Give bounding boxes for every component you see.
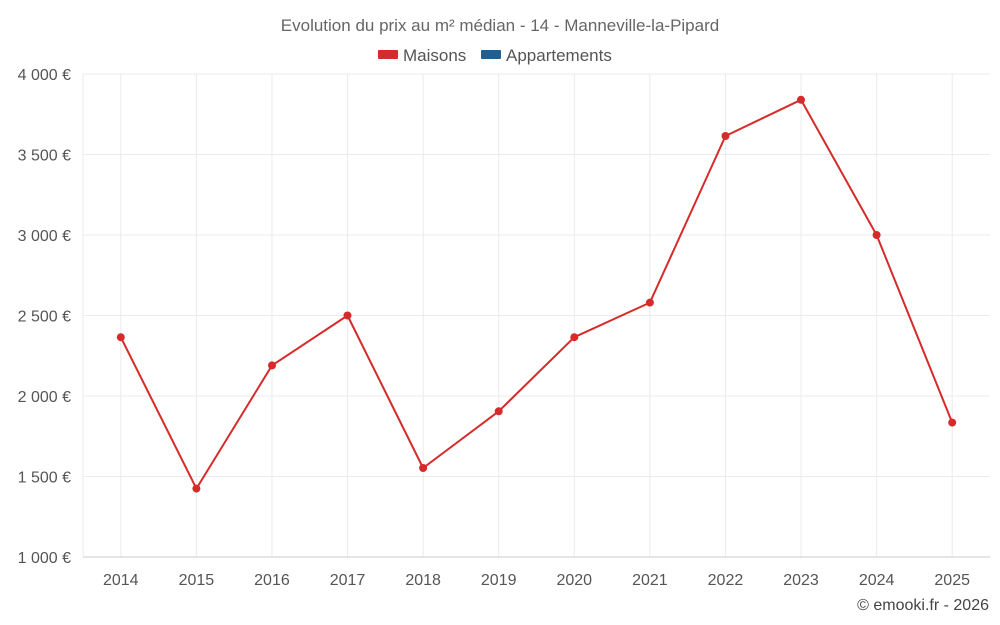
series-line-maisons	[119, 98, 954, 490]
y-tick-label: 2 000 €	[18, 389, 71, 406]
y-tick-label: 1 500 €	[18, 470, 71, 487]
axes: 1 000 € 1 500 € 2 000 € 2 500 € 3 000 € 3 500…	[18, 67, 990, 589]
y-tick-label: 2 500 €	[18, 309, 71, 326]
legend-swatch-maisons[interactable]	[378, 50, 398, 59]
x-tick-label: 2025	[934, 572, 970, 589]
x-tick-label: 2021	[632, 572, 668, 589]
legend-swatch-appartements[interactable]	[481, 50, 501, 59]
legend-label-maisons[interactable]: Maisons	[403, 46, 466, 65]
data-point-2025[interactable]	[948, 418, 957, 427]
x-tick-label: 2014	[103, 572, 139, 589]
y-tick-label: 1 000 €	[18, 550, 71, 567]
chart-title: Evolution du prix au m² médian - 14 - Ma…	[281, 16, 719, 35]
legend-label-appartements[interactable]: Appartements	[506, 46, 612, 65]
data-point-2020[interactable]	[570, 333, 579, 342]
y-tick-label: 3 500 €	[18, 148, 71, 165]
x-tick-label: 2020	[556, 572, 592, 589]
data-point-2016[interactable]	[268, 361, 276, 370]
grid	[82, 73, 990, 557]
data-point-2014[interactable]	[116, 333, 125, 342]
data-point-2018[interactable]	[419, 464, 428, 472]
credit-text: © emooki.fr - 2026	[857, 597, 989, 614]
x-tick-label: 2016	[254, 572, 290, 589]
y-tick-label: 3 000 €	[18, 228, 71, 245]
x-tick-label: 2023	[783, 572, 819, 589]
x-tick-label: 2022	[708, 572, 744, 589]
data-point-2015[interactable]	[192, 484, 201, 493]
x-tick-label: 2018	[405, 572, 441, 589]
data-point-2024[interactable]	[872, 231, 881, 239]
x-tick-label: 2017	[330, 572, 366, 589]
y-tick-label: 4 000 €	[18, 67, 71, 84]
data-point-2022[interactable]	[721, 132, 730, 140]
data-point-2023[interactable]	[797, 95, 805, 104]
data-point-2021[interactable]	[645, 298, 654, 307]
x-tick-label: 2019	[481, 572, 517, 589]
x-tick-label: 2024	[859, 572, 895, 589]
x-tick-label: 2015	[179, 572, 215, 589]
data-point-2019[interactable]	[494, 407, 503, 416]
data-point-2017[interactable]	[343, 311, 352, 320]
legend: Maisons Appartements	[378, 46, 612, 65]
series-layer	[116, 95, 957, 493]
